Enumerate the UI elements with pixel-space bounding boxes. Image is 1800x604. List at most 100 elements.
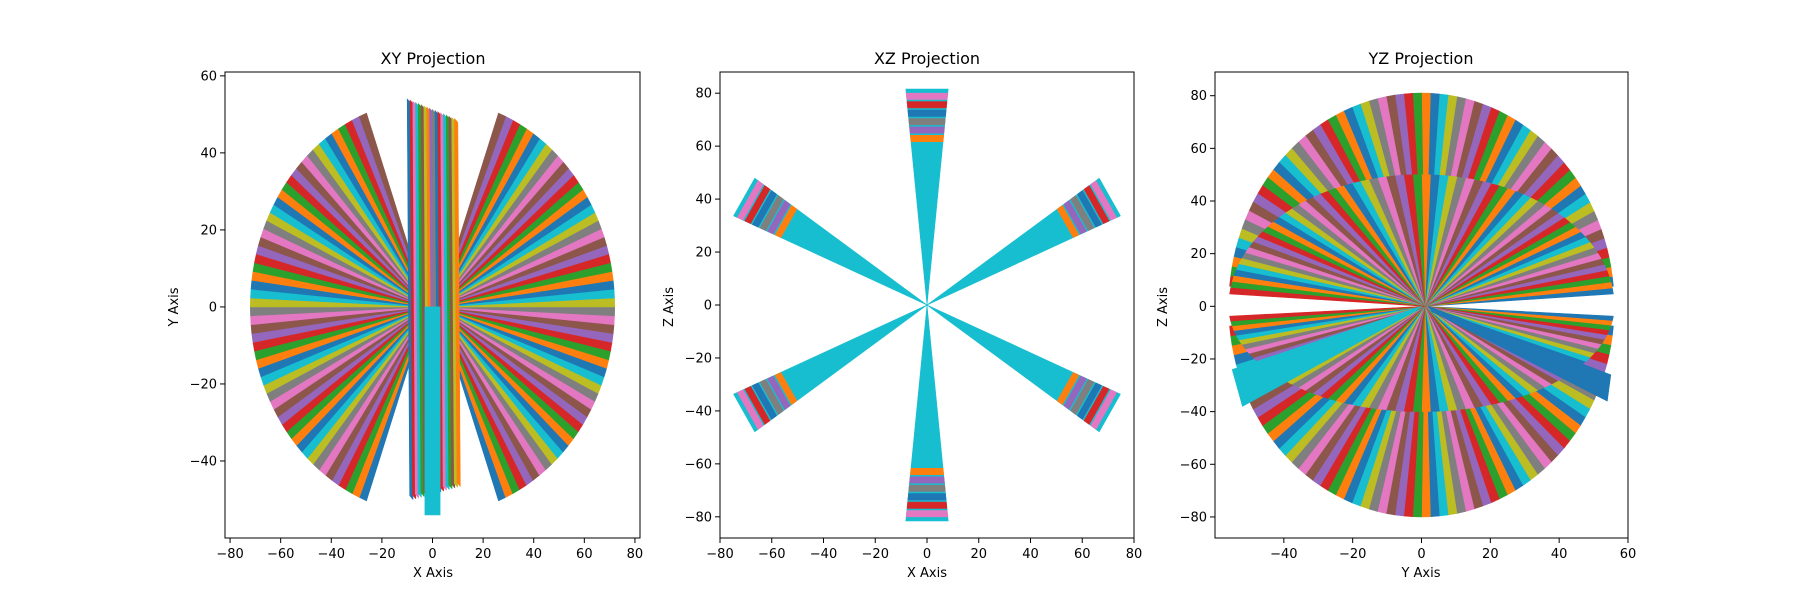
- x-tick-label: −20: [368, 547, 395, 562]
- y-tick-label: −80: [685, 510, 712, 525]
- series-sheet: [443, 113, 450, 490]
- subplot-xy-projection: XY Projection X Axis Y Axis −80 −60 −40 −20…: [167, 49, 643, 581]
- series-band: [907, 109, 947, 117]
- x-axis-label: X Axis: [907, 566, 947, 581]
- series-band: [737, 389, 764, 430]
- x-tick-label: 40: [1551, 547, 1568, 562]
- x-tick-label: −40: [810, 547, 837, 562]
- x-tick-label: 20: [475, 547, 492, 562]
- series-band: [906, 101, 948, 109]
- y-tick-label: 20: [200, 223, 217, 238]
- series-band: [910, 135, 944, 142]
- x-tick-label: −40: [318, 547, 345, 562]
- series-sheet: [445, 114, 453, 490]
- y-tick-label: −20: [190, 377, 217, 392]
- subplot-yz-projection: YZ Projection Y Axis Z Axis −40 −20 0 20 40 6…: [1156, 49, 1636, 581]
- series-wedge: [1428, 305, 1612, 402]
- series-wedge: [1229, 287, 1426, 307]
- series-sheet: [412, 101, 419, 499]
- series-sheet: [454, 118, 461, 487]
- y-axis-label: Y Axis: [167, 287, 182, 327]
- x-tick-label: 0: [428, 547, 436, 562]
- series-band: [905, 92, 949, 100]
- series-band: [774, 372, 798, 405]
- series-band: [752, 190, 777, 228]
- plot-area: [1229, 92, 1614, 518]
- series-sheet: [406, 98, 414, 500]
- x-tick-label: −20: [862, 547, 889, 562]
- y-tick-label: −20: [1180, 352, 1207, 367]
- y-tick-label: 80: [695, 87, 712, 102]
- x-axis-label: Y Axis: [1400, 566, 1440, 581]
- series-band: [909, 476, 945, 484]
- y-tick-label: 40: [695, 193, 712, 208]
- y-axis-label: Z Axis: [1156, 287, 1171, 327]
- series-band: [906, 501, 948, 509]
- series-wedge: [905, 304, 949, 522]
- x-tick-label: 60: [576, 547, 593, 562]
- y-tick-label: −60: [685, 457, 712, 472]
- y-tick-label: −40: [190, 454, 217, 469]
- series-band: [744, 185, 771, 224]
- series-band: [907, 493, 947, 501]
- series-band: [1056, 205, 1080, 238]
- y-tick-label: 60: [695, 140, 712, 155]
- series-band: [1056, 372, 1080, 405]
- series-wedge: [1229, 305, 1426, 322]
- y-tick-label: 60: [1190, 142, 1207, 157]
- subplot-xz-projection: XZ Projection X Axis Z Axis −80 −60 −40 −20…: [662, 49, 1142, 581]
- series-band: [759, 195, 784, 231]
- plot-area: [250, 98, 616, 516]
- chart-title: XZ Projection: [874, 49, 980, 68]
- series-sheet: [409, 99, 417, 500]
- series-wedge: [905, 88, 949, 306]
- y-tick-label: 40: [200, 146, 217, 161]
- series-band: [1090, 389, 1117, 430]
- series-band: [1063, 200, 1087, 235]
- x-tick-label: 60: [1620, 547, 1637, 562]
- x-tick-label: 20: [1482, 547, 1499, 562]
- x-tick-label: −20: [1339, 547, 1366, 562]
- y-tick-label: −60: [1180, 458, 1207, 473]
- series-sheet: [417, 103, 425, 497]
- series-band: [910, 467, 944, 476]
- x-tick-label: 40: [525, 547, 542, 562]
- y-tick-label: 80: [1190, 89, 1207, 104]
- y-tick-label: 20: [1190, 247, 1207, 262]
- series-band: [1083, 386, 1110, 425]
- series-band: [767, 200, 791, 235]
- y-tick-label: 0: [1199, 300, 1207, 315]
- y-tick-label: 60: [200, 69, 217, 84]
- chart-title: YZ Projection: [1368, 49, 1474, 68]
- series-band: [908, 484, 946, 492]
- y-tick-label: −80: [1180, 510, 1207, 525]
- series-band: [1077, 190, 1102, 228]
- y-tick-label: −40: [685, 404, 712, 419]
- chart-title: XY Projection: [381, 49, 486, 68]
- series-band: [1083, 185, 1110, 224]
- series-band: [909, 126, 945, 134]
- x-tick-label: 80: [1126, 547, 1143, 562]
- series-band: [1070, 195, 1095, 231]
- series-band: [752, 382, 777, 420]
- y-tick-label: −40: [1180, 405, 1207, 420]
- series-band: [1070, 379, 1095, 415]
- series-band: [1077, 382, 1102, 420]
- series-band: [908, 118, 946, 126]
- x-tick-label: −80: [216, 547, 243, 562]
- series-sheet: [440, 112, 447, 491]
- y-tick-label: 0: [704, 299, 712, 314]
- series-sheet: [448, 116, 456, 489]
- x-tick-label: −80: [706, 547, 733, 562]
- y-tick-label: 0: [209, 300, 217, 315]
- x-tick-label: −40: [1270, 547, 1297, 562]
- series-sheet: [424, 306, 441, 516]
- y-tick-label: 20: [695, 246, 712, 261]
- x-tick-label: −60: [758, 547, 785, 562]
- x-tick-label: 40: [1022, 547, 1039, 562]
- series-band: [774, 205, 798, 238]
- x-tick-label: 0: [923, 547, 931, 562]
- plot-area: [733, 88, 1121, 522]
